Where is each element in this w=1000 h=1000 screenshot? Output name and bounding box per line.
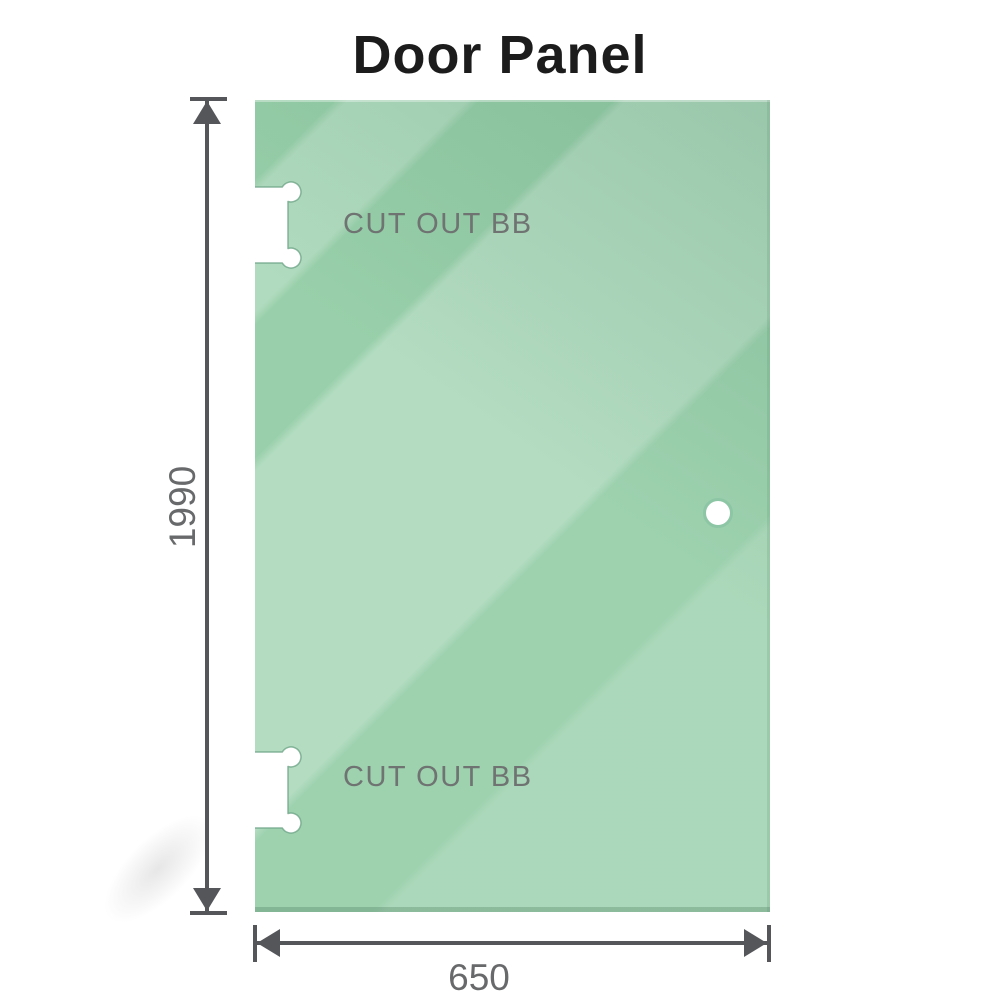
handle-hole	[703, 498, 733, 528]
arrowhead-left-icon	[257, 929, 280, 957]
hinge-cutout-top	[255, 181, 302, 269]
width-dimension-cap-left	[253, 925, 257, 962]
height-dimension-cap-top	[190, 97, 227, 101]
height-dimension-cap-bottom	[190, 911, 227, 915]
hinge-cutout-bottom	[255, 746, 302, 834]
height-dimension-line	[205, 100, 209, 912]
arrowhead-right-icon	[744, 929, 767, 957]
hinge-cutout-bottom-shape	[255, 746, 302, 834]
door-panel: CUT OUT BB CUT OUT BB	[255, 100, 770, 912]
cutout-label-top: CUT OUT BB	[343, 208, 533, 240]
width-dimension-label: 650	[448, 957, 510, 998]
height-dimension-label: 1990	[162, 465, 203, 549]
arrowhead-down-icon	[193, 888, 221, 911]
hinge-cutout-top-shape	[255, 181, 302, 269]
arrowhead-up-icon	[193, 101, 221, 124]
cutout-label-bottom: CUT OUT BB	[343, 761, 533, 793]
width-dimension-cap-right	[767, 925, 771, 962]
width-dimension-line	[255, 941, 770, 945]
page-title: Door Panel	[352, 25, 648, 85]
